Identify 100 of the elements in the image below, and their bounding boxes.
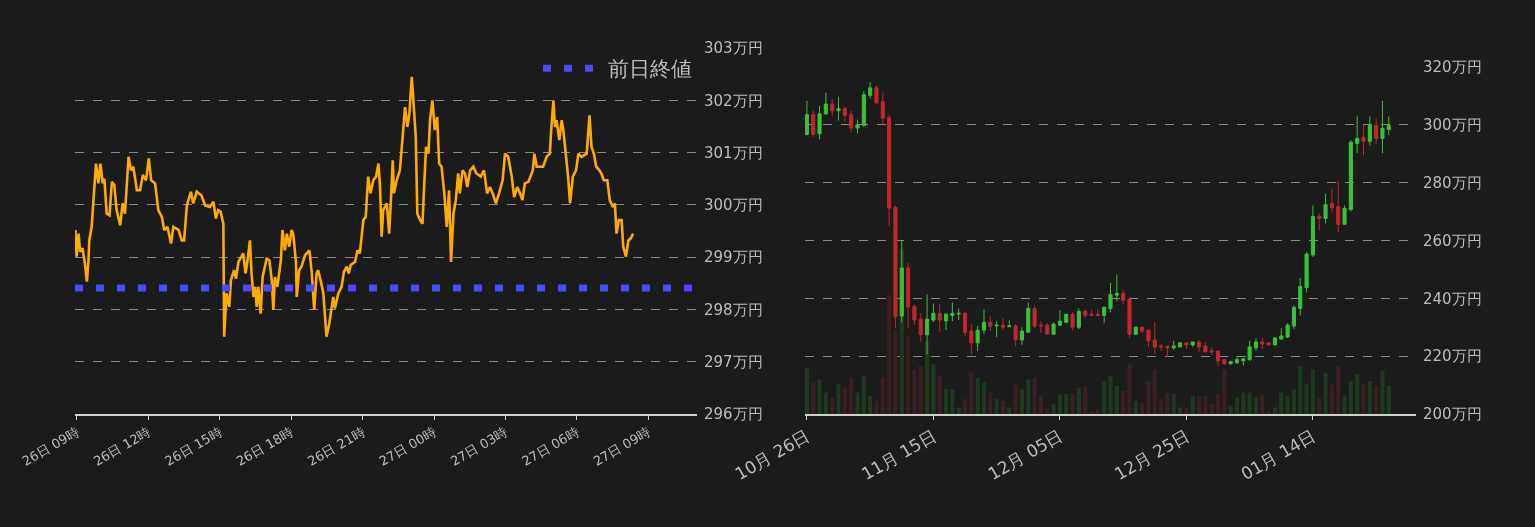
bar [1342, 395, 1347, 414]
candlestick [1083, 308, 1088, 319]
bar [1285, 395, 1290, 414]
candlestick [836, 96, 841, 121]
bar [906, 336, 911, 414]
bar [874, 400, 879, 414]
bar [1108, 376, 1113, 414]
x-tick-label: 27日 03時 [447, 424, 511, 469]
bar [975, 377, 980, 414]
y-tick-label: 260万円 [1423, 231, 1482, 250]
candlestick [830, 98, 835, 117]
candlestick [988, 315, 993, 332]
bar [880, 377, 885, 414]
y-tick-label: 302万円 [704, 91, 763, 110]
bar [1165, 392, 1170, 414]
candlestick [937, 303, 942, 333]
bar [817, 379, 822, 414]
candlestick [1336, 180, 1341, 233]
candlestick [1171, 340, 1176, 351]
candlestick [1057, 309, 1062, 327]
candlestick [1228, 360, 1233, 366]
candlestick [1114, 274, 1119, 302]
candlestick [975, 325, 980, 352]
candlestick [1374, 117, 1379, 145]
bar [1057, 394, 1062, 414]
bar [912, 369, 917, 414]
bar [1159, 399, 1164, 414]
candlestick [1367, 115, 1372, 146]
candlestick [1019, 326, 1024, 346]
candlestick [1215, 350, 1221, 368]
bar [1064, 394, 1069, 414]
candlestick [1203, 341, 1208, 353]
bar [981, 382, 987, 414]
candlestick [1310, 205, 1315, 258]
x-tick-label: 12月 05日 [984, 425, 1067, 485]
bar [887, 295, 892, 414]
bar [1184, 407, 1189, 414]
candlestick [1045, 322, 1050, 335]
candlestick [1121, 289, 1126, 305]
x-tick-label: 27日 00時 [376, 424, 439, 469]
candlestick [1355, 115, 1360, 154]
bar [1247, 392, 1252, 414]
x-tick-label: 26日 09時 [19, 424, 82, 469]
candlestick [1108, 282, 1113, 313]
bar [988, 392, 993, 414]
candlestick [1323, 193, 1328, 224]
candlestick [1348, 139, 1353, 213]
x-tick-label: 26日 12時 [90, 424, 154, 469]
candlestick [994, 320, 999, 338]
y-tick-label: 240万円 [1423, 289, 1482, 308]
y-tick-label: 303万円 [704, 39, 763, 58]
candlestick [1222, 359, 1227, 366]
candlestick [918, 312, 923, 343]
bar [943, 389, 949, 414]
bar [842, 387, 847, 414]
candlestick [1159, 343, 1164, 352]
bar [1089, 410, 1094, 414]
x-tick-label: 10月 26日 [731, 425, 814, 485]
candlestick [1140, 326, 1145, 334]
candlestick [1026, 301, 1031, 333]
candlestick [1146, 328, 1151, 348]
candlestick [1386, 115, 1391, 136]
bar [1203, 395, 1208, 414]
bar [1000, 400, 1006, 414]
bar [1026, 379, 1031, 414]
bar [1197, 395, 1202, 414]
bar [1045, 409, 1050, 414]
y-tick-label: 297万円 [704, 352, 763, 371]
bar [1298, 366, 1303, 414]
bar [1127, 364, 1132, 414]
bar [1171, 394, 1176, 414]
candlestick [1000, 317, 1006, 331]
bar [893, 329, 898, 414]
bar [836, 384, 841, 414]
candlestick [1317, 212, 1322, 231]
candlestick [817, 105, 822, 140]
bar [1241, 392, 1246, 414]
candlestick [880, 92, 885, 126]
bar [1336, 366, 1341, 414]
bar [1178, 407, 1183, 414]
bar [868, 395, 873, 414]
candlestick [874, 85, 879, 105]
y-tick-label: 280万円 [1423, 173, 1482, 192]
bar [1152, 369, 1157, 414]
candlestick [1178, 342, 1183, 348]
candlestick [811, 110, 816, 138]
candlestick [1253, 337, 1259, 352]
candlestick [912, 303, 917, 326]
candlestick [1329, 188, 1334, 213]
candlestick [1089, 309, 1094, 316]
bar [994, 399, 999, 414]
candlestick [1095, 308, 1100, 317]
x-tick-label: 26日 15時 [162, 424, 225, 469]
candlestick [1304, 251, 1309, 294]
bar [1121, 390, 1126, 414]
x-tick-label: 27日 09時 [590, 424, 653, 469]
candlestick [931, 303, 936, 323]
candlestick [944, 312, 949, 331]
candlestick [1152, 321, 1157, 355]
y-tick-label: 300万円 [1423, 116, 1482, 135]
